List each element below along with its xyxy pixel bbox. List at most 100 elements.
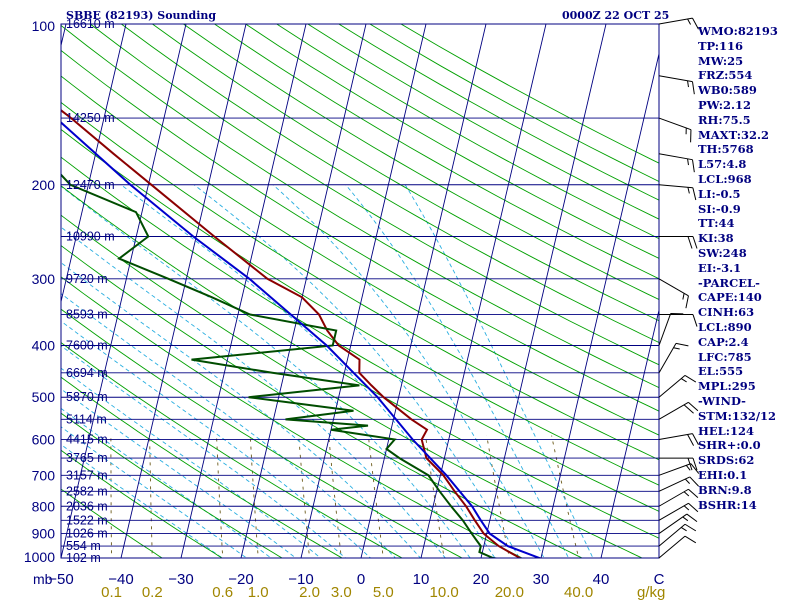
dry-adiabat-line <box>61 412 283 558</box>
height-label: 554 m <box>66 539 101 553</box>
wind-barb-staff <box>658 523 686 547</box>
dry-adiabat-line <box>61 128 659 486</box>
mixing-ratio-label: 2.0 <box>299 584 320 600</box>
index-item: CAP:2.4 <box>698 334 749 349</box>
height-label: 2582 m <box>66 484 108 498</box>
pressure-unit-label: mb <box>33 571 53 587</box>
mixing-ratio-line <box>216 435 224 558</box>
height-label: 4415 m <box>66 433 108 447</box>
index-item: CINH:63 <box>698 305 755 320</box>
wind-barb-flag <box>689 476 699 487</box>
dry-adiabat-line <box>61 376 344 558</box>
index-item: LCL:968 <box>698 171 752 186</box>
temperature-tick-label: 10 <box>413 571 430 588</box>
wind-barb-flag <box>688 401 699 412</box>
pressure-tick-label: 200 <box>32 177 56 193</box>
index-item: EL:555 <box>698 364 744 379</box>
isotherms <box>61 24 659 558</box>
mixing-ratio-line <box>367 435 384 558</box>
wind-barb-staff <box>658 313 672 346</box>
isotherm-line <box>360 24 487 558</box>
wind-barb-staff <box>658 513 688 534</box>
moist-adiabat-line <box>193 184 521 558</box>
wind-barb-half-flag <box>687 18 692 25</box>
mixing-ratio-line <box>486 435 510 558</box>
moist-adiabat-line <box>61 320 372 558</box>
wind-barb-flag <box>686 513 698 523</box>
index-item: TH:5768 <box>698 142 754 157</box>
wind-barb-flag <box>692 236 698 249</box>
height-label: 14250 m <box>66 111 115 125</box>
isotherm-line <box>61 24 127 304</box>
wind-barb <box>658 463 700 476</box>
temperature-tick-label: −30 <box>168 571 193 588</box>
wind-barb-flag <box>688 488 699 499</box>
temperature-tick-label: 0 <box>357 571 365 588</box>
wind-barb-flag <box>688 502 699 513</box>
wind-barb-staff <box>658 117 692 131</box>
wind-barb <box>658 278 689 309</box>
dry-adiabat-line <box>61 308 464 558</box>
wind-barb-flag <box>692 187 697 201</box>
wind-barb-half-flag <box>687 80 689 88</box>
index-item: LFC:785 <box>698 349 752 364</box>
dewpoint-profile <box>61 173 501 558</box>
mixing-ratio-label: 0.2 <box>142 584 163 600</box>
pressure-axis: 100 200 300 400 500 600 700 800 900 1000 mb <box>24 18 55 587</box>
temperature-tick-label: 20 <box>473 571 490 588</box>
moist-adiabat-line <box>61 345 347 558</box>
wind-barb-half-flag <box>687 158 689 166</box>
index-item: TP:116 <box>698 38 744 53</box>
wind-barb <box>658 535 697 559</box>
wind-barb-flag <box>684 523 697 532</box>
mixing-ratio-axis: 0.1 0.2 0.6 1.0 2.0 3.0 5.0 10.0 20.0 40.0 g/kg <box>101 584 665 600</box>
wind-barb <box>658 433 699 446</box>
temperature-tick-label: 30 <box>533 571 550 588</box>
height-label: 7600 m <box>66 339 108 353</box>
wind-barb-flag <box>675 342 689 347</box>
dry-adiabat-line <box>152 24 659 322</box>
mixing-ratio-label: 40.0 <box>564 584 593 600</box>
index-item: SW:248 <box>698 245 747 260</box>
height-label: 2036 m <box>66 499 108 513</box>
wind-barb <box>658 523 697 547</box>
pressure-tick-label: 300 <box>32 271 56 287</box>
wind-barb-flag <box>691 159 695 173</box>
valid-time: 0000Z 22 OCT 25 <box>562 9 670 22</box>
wind-barb <box>658 75 695 95</box>
temperature-tick-label: −10 <box>288 571 313 588</box>
wind-barb <box>658 342 689 374</box>
mixing-ratio-label: 3.0 <box>331 584 352 600</box>
wind-barb-staff <box>658 476 691 492</box>
pressure-tick-label: 900 <box>32 526 56 542</box>
wind-barb <box>658 313 684 346</box>
isotherm-line <box>540 51 659 558</box>
chart-title: SBBE (82193) Sounding <box>66 9 217 22</box>
wind-barb-staff <box>658 75 693 83</box>
height-label: 3765 m <box>66 451 108 465</box>
temperature-tick-label: −50 <box>48 571 73 588</box>
mixing-ratio-line <box>551 435 580 558</box>
index-item: RH:75.5 <box>698 112 751 127</box>
wind-barb <box>659 235 698 249</box>
isotherm-line <box>600 308 659 558</box>
isotherm-line <box>300 24 427 558</box>
wind-barb-staff <box>658 343 677 374</box>
height-label: 12470 m <box>66 178 115 192</box>
moist-adiabat-line <box>345 184 570 558</box>
pressure-tick-label: 800 <box>32 498 56 514</box>
wind-barb-staff <box>658 153 693 161</box>
wind-barb-flag <box>684 535 697 544</box>
wind-barb-half-flag <box>680 527 687 532</box>
wind-barb-staff <box>658 184 693 189</box>
wind-barb-staff <box>658 535 686 559</box>
height-label: 9720 m <box>66 272 108 286</box>
height-label: 6694 m <box>66 366 108 380</box>
dry-adiabat-line <box>61 49 659 412</box>
wind-barb-flag <box>685 295 689 309</box>
index-item: MAXT:32.2 <box>698 127 769 142</box>
wind-barb <box>658 374 697 398</box>
temperature-tick-label: −40 <box>108 571 133 588</box>
dry-adiabat-line <box>61 156 659 512</box>
